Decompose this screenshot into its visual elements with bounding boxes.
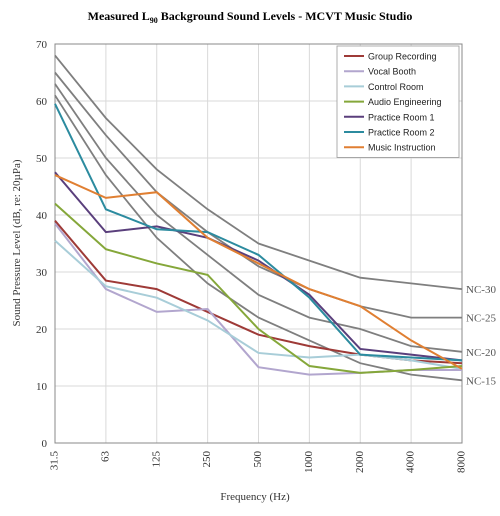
nc-curve-line xyxy=(54,71,462,319)
chart-title: Measured L90 Background Sound Levels - M… xyxy=(88,9,413,25)
series-lines xyxy=(54,103,463,376)
legend-entry: Group Recording xyxy=(368,52,437,62)
x-axis-label: Frequency (Hz) xyxy=(220,491,290,503)
series-line xyxy=(54,239,463,370)
y-tick-label: 40 xyxy=(36,210,48,222)
series-line xyxy=(54,174,463,370)
legend-entry: Vocal Booth xyxy=(368,67,416,77)
nc-curve-label: NC-30 xyxy=(466,284,496,296)
x-tick-label: 500 xyxy=(252,451,264,468)
y-axis-label: Sound Pressure Level (dB, re: 20µPa) xyxy=(11,159,23,326)
y-tick-label: 0 xyxy=(42,438,48,450)
y-axis: 0 10 20 30 40 50 60 70 xyxy=(36,39,48,450)
x-tick-label: 250 xyxy=(201,451,213,468)
y-tick-label: 50 xyxy=(36,153,48,165)
series-line xyxy=(54,103,463,362)
x-tick-label: 4000 xyxy=(405,451,417,474)
y-tick-label: 60 xyxy=(36,96,48,108)
nc-curve-label: NC-15 xyxy=(466,375,496,387)
nc-curve-line xyxy=(54,54,463,290)
nc-curve-line xyxy=(54,83,463,353)
x-tick-label: 63 xyxy=(99,451,111,463)
x-tick-label: 31.5 xyxy=(49,451,61,471)
plot-area xyxy=(54,43,463,444)
series-line xyxy=(54,171,463,362)
series-line xyxy=(54,202,463,374)
y-tick-label: 70 xyxy=(36,39,48,51)
legend-entry: Music Instruction xyxy=(368,143,436,153)
nc-curve-label: NC-25 xyxy=(466,313,496,325)
legend-entry: Practice Room 2 xyxy=(368,128,435,138)
legend-entry: Audio Engineering xyxy=(368,97,442,107)
y-tick-label: 30 xyxy=(36,267,48,279)
x-tick-label: 8000 xyxy=(456,451,468,474)
x-tick-label: 1000 xyxy=(303,451,315,474)
legend-entry: Practice Room 1 xyxy=(368,112,435,122)
x-tick-label: 2000 xyxy=(354,451,366,474)
y-tick-label: 10 xyxy=(36,381,48,393)
legend: Group Recording Vocal Booth Control Room Au… xyxy=(336,45,460,158)
x-axis: 31.5 63 125 250 500 1000 2000 4000 8000 xyxy=(49,451,468,474)
legend-entry: Control Room xyxy=(368,82,424,92)
y-tick-label: 20 xyxy=(36,324,48,336)
x-tick-label: 125 xyxy=(150,451,162,468)
nc-curve-label: NC-20 xyxy=(466,347,496,359)
